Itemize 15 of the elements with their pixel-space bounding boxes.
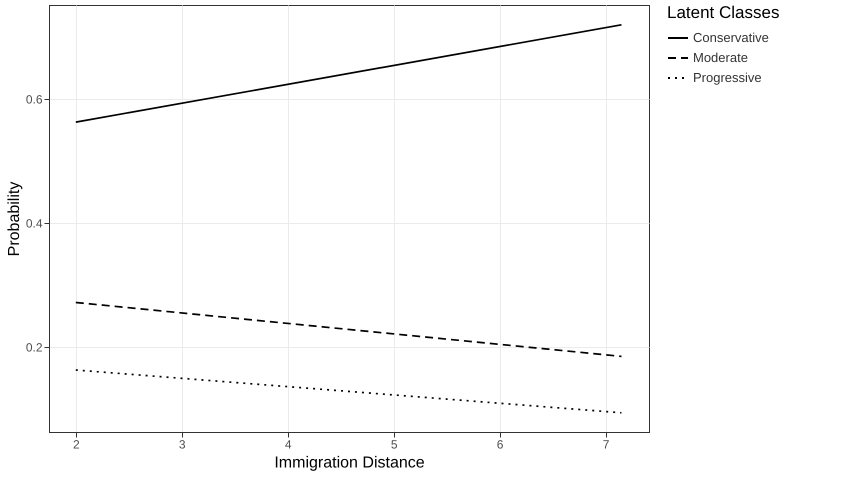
legend-title: Latent Classes — [667, 3, 780, 22]
x-tick-label: 3 — [178, 438, 186, 452]
x-axis-title: Immigration Distance — [274, 454, 425, 472]
y-tick-label: 0.4 — [26, 216, 43, 231]
x-tick-label: 5 — [390, 438, 398, 452]
x-tick-label: 4 — [284, 438, 292, 452]
legend-label: Moderate — [693, 50, 748, 65]
y-tick-label: 0.2 — [26, 340, 43, 355]
legend-label: Conservative — [693, 30, 769, 45]
y-axis-title: Probability — [6, 182, 23, 256]
legend-label: Progressive — [693, 70, 762, 85]
x-tick-label: 2 — [72, 438, 80, 452]
y-tick-label: 0.6 — [26, 92, 43, 107]
x-tick-label: 7 — [602, 438, 610, 452]
x-tick-label: 6 — [496, 438, 504, 452]
